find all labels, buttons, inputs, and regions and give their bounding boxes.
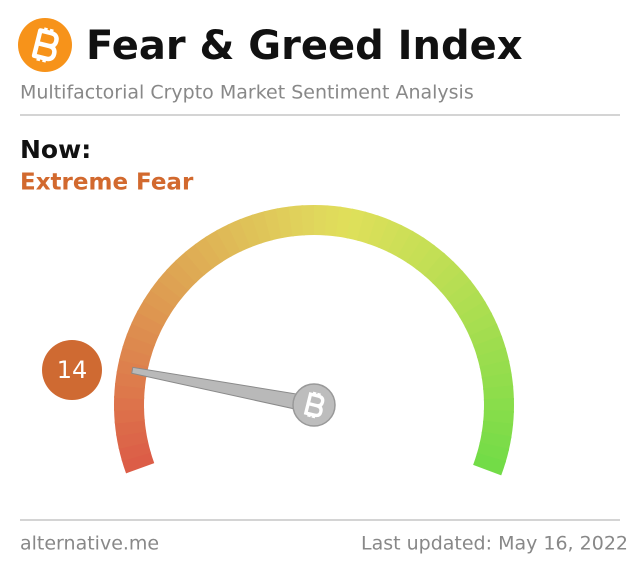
arc-segment	[263, 208, 284, 241]
arc-segment	[119, 345, 152, 367]
arc-segment	[479, 431, 512, 451]
arc-segment	[459, 300, 493, 328]
arc-segment	[406, 237, 436, 270]
arc-segment	[275, 206, 295, 239]
now-label: Now:	[20, 135, 91, 164]
arc-segment	[346, 208, 367, 242]
arc-segment	[166, 259, 198, 291]
arc-segment	[483, 385, 514, 401]
arc-segment	[184, 243, 215, 276]
arc-segment	[469, 323, 503, 348]
value-bubble	[42, 340, 102, 400]
arc-segment	[175, 251, 206, 283]
arc-segment	[473, 335, 507, 359]
last-updated: Last updated: May 16, 2022	[361, 533, 628, 555]
arc-segment	[121, 450, 155, 474]
arc-segment	[446, 280, 480, 310]
arc-segment	[432, 261, 464, 292]
arc-segment	[216, 223, 243, 257]
needle	[131, 366, 317, 414]
arc-segment	[150, 278, 183, 308]
arc-segment	[377, 219, 403, 253]
arc-segment	[439, 270, 472, 301]
needle-group: 14	[42, 340, 336, 427]
hub-b-strokes	[307, 391, 321, 419]
arc-segment	[481, 420, 514, 439]
arc-segment	[114, 370, 147, 389]
arc-segment	[397, 230, 425, 264]
arc-segment	[131, 310, 165, 336]
arc-segment	[251, 210, 273, 244]
arc-segment	[367, 215, 391, 249]
arc-segment	[473, 452, 506, 476]
arc-segment	[194, 236, 224, 269]
arc-segment	[313, 205, 329, 236]
arc-segment	[205, 229, 233, 263]
arc-segment	[136, 299, 170, 327]
arc-segment	[157, 268, 190, 299]
arc-segment	[114, 408, 145, 424]
arc-segment	[143, 288, 176, 317]
subtitle: Multifactorial Crypto Market Sentiment A…	[20, 82, 474, 104]
arc-segment	[227, 218, 253, 252]
arc-segment	[356, 211, 379, 245]
arc-segment	[116, 429, 149, 449]
hub-b	[303, 392, 325, 418]
arc-segment	[335, 206, 355, 239]
arc-segment	[387, 224, 414, 258]
arc-segment	[118, 440, 151, 462]
arc-segment	[476, 442, 510, 464]
arc-segment	[476, 347, 510, 369]
arc-segment	[479, 360, 512, 380]
arc-segment	[114, 418, 147, 437]
arc-segment	[453, 290, 486, 319]
arc-segment	[415, 244, 446, 277]
arc-segment	[114, 383, 146, 400]
arc-segment	[483, 409, 514, 426]
arc-segment	[239, 214, 263, 248]
arc-segment	[324, 205, 342, 237]
gauge-arc	[114, 205, 514, 476]
arc-segment	[122, 333, 156, 357]
arc-segment	[288, 205, 306, 237]
title: Fear & Greed Index	[86, 23, 523, 69]
arc-segment	[423, 252, 455, 285]
source: alternative.me	[20, 533, 159, 555]
classification: Extreme Fear	[20, 170, 194, 196]
arc-segment	[481, 372, 514, 391]
arc-segment	[126, 321, 160, 347]
arc-segment	[464, 312, 498, 338]
hub-logo	[303, 391, 325, 419]
bitcoin-logo	[18, 18, 72, 72]
value-label: 14	[57, 356, 88, 384]
